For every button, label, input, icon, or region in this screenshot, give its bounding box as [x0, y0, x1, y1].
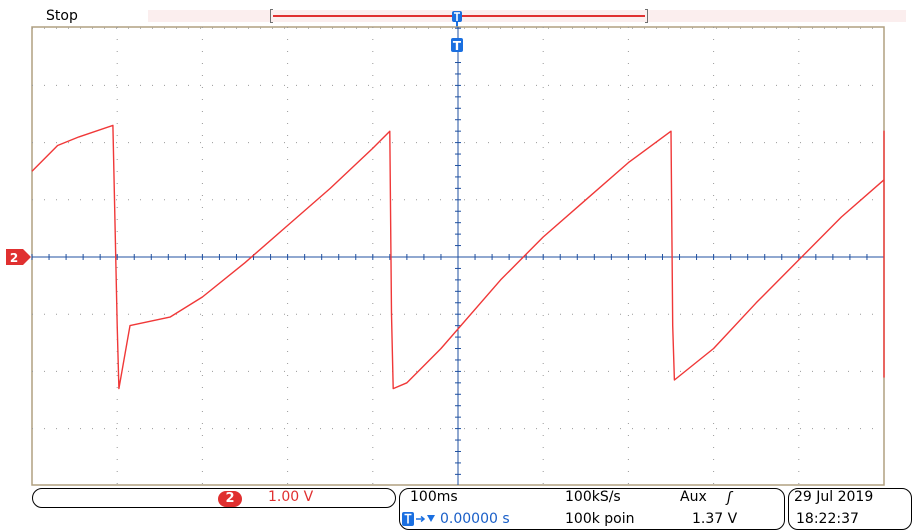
channel-2-scale: 1.00 V: [268, 489, 314, 505]
waveform-line: [31, 124, 885, 390]
record-window-right-bracket: [645, 9, 648, 23]
waveform-trace: [31, 124, 885, 390]
trigger-marker-label: T: [453, 39, 462, 53]
record-window-left-bracket: [270, 9, 273, 23]
timebase-value: 100ms: [410, 489, 458, 505]
sample-rate-value: 100kS/s: [565, 489, 621, 505]
scope-display[interactable]: T 2: [0, 0, 914, 488]
trigger-offset-icon: [402, 512, 435, 526]
brand-logo: Tek: [2, 6, 29, 22]
date-readout: 29 Jul 2019: [794, 489, 874, 505]
run-status: Stop: [46, 8, 78, 24]
trigger-level-value: 1.37 V: [692, 511, 738, 527]
time-readout: 18:22:37: [796, 511, 859, 527]
trigger-offset-value: 0.00000 s: [440, 511, 510, 527]
trigger-marker-icon[interactable]: T: [451, 38, 463, 53]
record-length-value: 100k poin: [565, 511, 635, 527]
date-time-panel: [788, 488, 912, 530]
channel-2-ground-marker[interactable]: 2: [6, 249, 31, 265]
horizontal-trigger-panel[interactable]: [399, 488, 785, 530]
trigger-source: Aux: [680, 489, 707, 505]
trigger-position-icon: [452, 11, 462, 27]
channel-settings-panel[interactable]: [32, 488, 396, 508]
channel-marker-label: 2: [10, 251, 18, 265]
rising-edge-icon: ʃ: [727, 490, 732, 506]
graticule: [31, 26, 885, 486]
channel-2-badge[interactable]: 2: [218, 491, 242, 507]
